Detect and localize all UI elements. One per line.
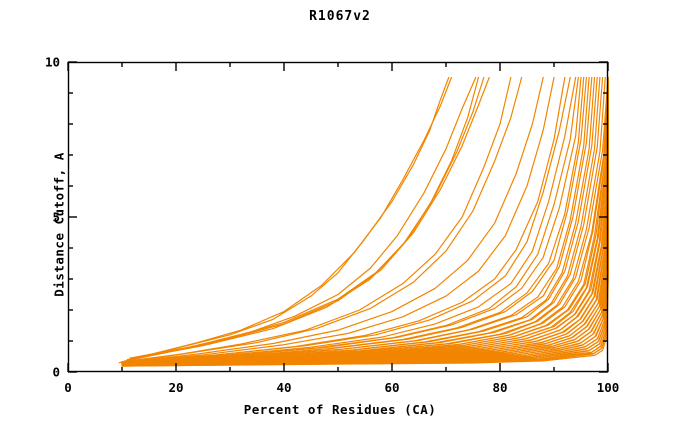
x-tick-label: 0 bbox=[64, 380, 72, 395]
data-curve bbox=[121, 76, 609, 364]
curves-layer bbox=[118, 76, 609, 367]
x-axis-label: Percent of Residues (CA) bbox=[243, 402, 437, 417]
data-curve bbox=[121, 76, 609, 364]
data-curve bbox=[121, 76, 609, 364]
data-curve bbox=[121, 76, 577, 364]
data-curve bbox=[126, 76, 485, 361]
y-axis-label: Distance Cutoff, A bbox=[51, 152, 67, 297]
data-curve bbox=[121, 76, 609, 364]
data-curve bbox=[121, 76, 609, 364]
data-curve bbox=[121, 76, 523, 363]
data-curve bbox=[121, 76, 609, 364]
y-tick-label: 5 bbox=[52, 209, 60, 225]
y-tick-label: 0 bbox=[52, 364, 60, 380]
data-curve bbox=[121, 76, 571, 364]
data-curve bbox=[121, 76, 555, 364]
data-curve bbox=[121, 76, 590, 364]
data-curve bbox=[121, 76, 587, 364]
data-curve bbox=[121, 76, 609, 364]
data-curve bbox=[121, 76, 609, 364]
data-curve bbox=[121, 76, 609, 364]
x-tick-label: 60 bbox=[384, 380, 400, 395]
data-curve bbox=[121, 76, 512, 364]
data-curve bbox=[121, 76, 609, 364]
y-tick-label: 10 bbox=[44, 54, 60, 70]
data-curve bbox=[121, 76, 604, 364]
data-curve bbox=[121, 76, 609, 364]
data-curve bbox=[121, 76, 609, 364]
data-curve bbox=[121, 76, 596, 364]
x-tick-label: 40 bbox=[276, 380, 292, 395]
data-curve bbox=[121, 76, 609, 364]
chart-title: R1067v2 bbox=[309, 9, 371, 24]
data-curve bbox=[121, 76, 582, 364]
data-curve bbox=[121, 76, 593, 364]
x-tick-label: 100 bbox=[596, 380, 620, 395]
axis-frame-layer bbox=[67, 61, 609, 373]
data-curve bbox=[121, 76, 609, 364]
x-tick-label: 80 bbox=[492, 380, 508, 395]
data-curve bbox=[129, 76, 490, 359]
data-curve bbox=[126, 76, 479, 361]
data-curve bbox=[121, 76, 544, 364]
x-tick-label: 20 bbox=[168, 380, 184, 395]
data-curve bbox=[121, 76, 609, 364]
data-curve bbox=[121, 76, 452, 363]
data-curve bbox=[121, 76, 598, 364]
